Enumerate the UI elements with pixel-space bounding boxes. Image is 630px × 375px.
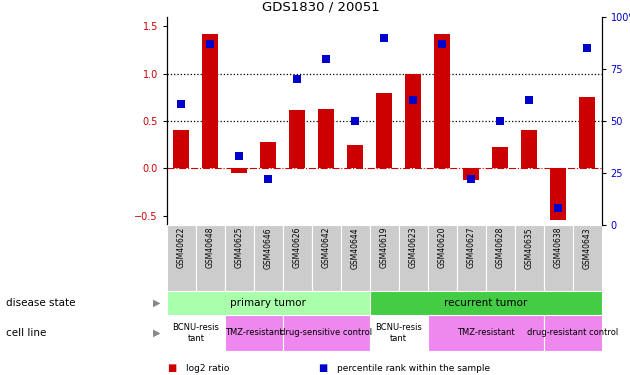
Point [466,176,476,182]
Text: percentile rank within the sample: percentile rank within the sample [337,364,490,373]
Text: TMZ-resistant: TMZ-resistant [457,328,515,338]
Text: primary tumor: primary tumor [231,298,306,308]
Text: GSM40644: GSM40644 [351,227,360,268]
Bar [341,225,370,291]
Point [321,56,331,62]
Text: GSM40623: GSM40623 [409,227,418,268]
Bar [318,109,335,168]
Point [350,118,360,124]
Bar [486,225,515,291]
Text: drug-sensitive control: drug-sensitive control [280,328,372,338]
Bar [173,130,190,168]
Bar [399,225,428,291]
Bar [283,225,312,291]
Text: GSM40625: GSM40625 [235,227,244,268]
Point [176,101,186,107]
Bar [347,145,364,168]
Text: GSM40619: GSM40619 [380,227,389,268]
Bar [167,291,370,315]
Bar [544,225,573,291]
Text: GSM40646: GSM40646 [264,227,273,268]
Text: ▶: ▶ [153,298,161,308]
Bar [405,74,421,168]
Text: GSM40642: GSM40642 [322,227,331,268]
Point [292,76,302,82]
Bar [550,168,566,220]
Text: ▶: ▶ [153,328,161,338]
Text: GSM40627: GSM40627 [467,227,476,268]
Bar [312,225,341,291]
Bar [521,130,537,168]
Text: GSM40635: GSM40635 [525,227,534,268]
Point [553,206,563,212]
Bar [260,142,277,168]
Point [263,176,273,182]
Text: ■: ■ [318,363,328,373]
Text: GSM40628: GSM40628 [496,227,505,268]
Bar [492,147,508,168]
Bar [370,225,399,291]
Text: disease state: disease state [6,298,76,308]
Text: GSM40620: GSM40620 [438,227,447,268]
Text: BCNU-resis
tant: BCNU-resis tant [375,323,422,342]
Bar [231,168,248,173]
Bar [515,225,544,291]
Bar [457,225,486,291]
Bar [428,225,457,291]
Text: drug-resistant control: drug-resistant control [527,328,618,338]
Point [234,153,244,159]
Point [524,97,534,103]
Text: GSM40643: GSM40643 [583,227,592,268]
Bar [463,168,479,180]
Bar [544,315,602,351]
Point [495,118,505,124]
Bar [167,225,196,291]
Bar [283,315,370,351]
Bar [202,34,219,168]
Text: GDS1830 / 20051: GDS1830 / 20051 [263,0,380,13]
Point [437,41,447,47]
Bar [370,291,602,315]
Text: GSM40638: GSM40638 [554,227,563,268]
Text: recurrent tumor: recurrent tumor [444,298,527,308]
Bar [225,225,254,291]
Bar [254,225,283,291]
Text: BCNU-resis
tant: BCNU-resis tant [173,323,219,342]
Point [379,35,389,41]
Bar [428,315,544,351]
Point [408,97,418,103]
Text: ■: ■ [167,363,176,373]
Point [205,41,215,47]
Text: GSM40648: GSM40648 [206,227,215,268]
Bar [370,315,428,351]
Bar [434,34,450,168]
Bar [225,315,283,351]
Bar [573,225,602,291]
Text: cell line: cell line [6,328,47,338]
Bar [196,225,225,291]
Bar [289,110,306,168]
Text: log2 ratio: log2 ratio [186,364,229,373]
Point [582,45,592,51]
Text: GSM40622: GSM40622 [177,227,186,268]
Bar [167,315,225,351]
Text: GSM40626: GSM40626 [293,227,302,268]
Text: TMZ-resistant: TMZ-resistant [225,328,283,338]
Bar [579,97,595,168]
Bar [376,93,392,168]
